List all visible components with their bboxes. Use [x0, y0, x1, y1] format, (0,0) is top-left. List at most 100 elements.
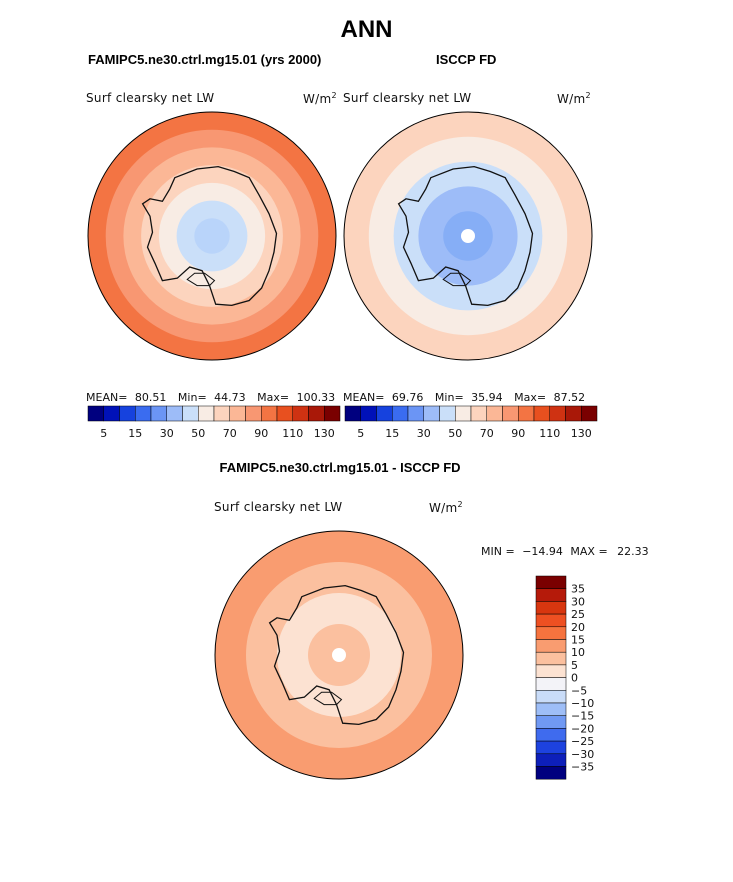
colorbar-swatch — [535, 702, 567, 716]
panel2-max-label: Max= — [514, 391, 547, 404]
panel2-units: W/m2 — [557, 91, 591, 106]
panel3-min-label: MIN = — [481, 545, 515, 558]
colorbar-tick-label: 5 — [357, 427, 364, 440]
panel2-colorbar: 5 15 30 50 70 90 110 130 — [344, 405, 598, 440]
map-boundary — [87, 111, 337, 361]
colorbar-swatch — [535, 740, 567, 755]
colorbar-tick-label: 15 — [385, 427, 399, 440]
colorbar-swatch — [565, 405, 582, 422]
colorbar-swatch — [87, 405, 104, 422]
colorbar-tick-label: 130 — [314, 427, 335, 440]
colorbar-tick-label: 0 — [571, 672, 578, 685]
colorbar-swatch — [535, 715, 567, 729]
colorbar-swatch — [213, 405, 230, 422]
panel1-map — [87, 111, 337, 361]
colorbar-swatch — [245, 405, 262, 422]
panel3-units-exp: 2 — [457, 500, 463, 509]
colorbar-swatch — [518, 405, 535, 422]
colorbar-swatch — [535, 651, 567, 666]
colorbar-tick-label: 35 — [571, 583, 585, 596]
panel2-title: ISCCP FD — [436, 52, 497, 67]
colorbar-tick-label: −10 — [571, 697, 594, 710]
colorbar-swatch — [535, 601, 567, 615]
coastline — [268, 584, 405, 726]
panel2-units-base: W/m — [557, 92, 586, 106]
panel2-field-label: Surf clearsky net LW — [343, 91, 472, 105]
colorbar-swatch — [535, 639, 567, 653]
colorbar-swatch — [533, 405, 550, 422]
colorbar-swatch — [439, 405, 456, 422]
colorbar-tick-label: 70 — [480, 427, 494, 440]
colorbar-swatch — [376, 405, 393, 422]
panel2-units-exp: 2 — [585, 91, 591, 100]
panel2-mean-label: MEAN= — [343, 391, 385, 404]
colorbar-swatch — [308, 405, 325, 422]
colorbar-tick-label: 5 — [100, 427, 107, 440]
panel1-mean-label: MEAN= — [86, 391, 128, 404]
panel1-mean-value: 80.51 — [134, 391, 167, 404]
panel2-mean-value: 69.76 — [391, 391, 424, 404]
colorbar-swatch — [535, 664, 567, 678]
colorbar-tick-label: 110 — [539, 427, 560, 440]
colorbar-swatch — [535, 753, 567, 767]
colorbar-swatch — [535, 575, 567, 589]
panel3-units-base: W/m — [429, 501, 458, 515]
panel3-map — [214, 530, 464, 780]
colorbar-tick-label: −5 — [571, 684, 587, 697]
panel1-min-label: Min= — [177, 391, 207, 404]
colorbar-swatch — [119, 405, 136, 422]
colorbar-swatch — [135, 405, 152, 422]
colorbar-swatch — [486, 405, 503, 422]
ice-shelf-outline — [313, 691, 343, 706]
colorbar-tick-label: 90 — [511, 427, 525, 440]
panel1-title: FAMIPC5.ne30.ctrl.mg15.01 (yrs 2000) — [88, 52, 322, 67]
colorbar-swatch — [535, 588, 567, 602]
colorbar-swatch — [229, 405, 246, 422]
colorbar-swatch — [535, 677, 567, 691]
panel3-stats: MIN = −14.94 MAX = 22.33 — [481, 545, 649, 558]
colorbar-tick-label: −30 — [571, 748, 594, 761]
colorbar-swatch — [182, 405, 199, 422]
colorbar-swatch — [344, 405, 361, 422]
colorbar-tick-label: 30 — [571, 595, 585, 608]
colorbar-swatch — [535, 613, 567, 628]
colorbar-swatch — [455, 405, 472, 422]
panel1-max-value: 100.33 — [296, 391, 336, 404]
panel2-min-value: 35.94 — [471, 391, 503, 404]
colorbar-swatch — [535, 626, 567, 640]
panel2-max-value: 87.52 — [553, 391, 586, 404]
colorbar-swatch — [535, 766, 567, 780]
map-boundary — [214, 530, 464, 780]
colorbar-tick-label: 50 — [448, 427, 462, 440]
colorbar-swatch — [502, 405, 519, 422]
colorbar-swatch — [198, 405, 215, 422]
map-boundary — [343, 111, 593, 361]
colorbar-swatch — [360, 405, 377, 422]
panel1-field-label: Surf clearsky net LW — [86, 91, 215, 105]
coastline — [397, 165, 534, 307]
pole-hole — [332, 648, 346, 662]
panel3-field-label: Surf clearsky net LW — [214, 500, 343, 514]
colorbar-tick-label: 20 — [571, 621, 585, 634]
colorbar-tick-label: −25 — [571, 735, 594, 748]
colorbar-tick-label: 15 — [571, 634, 585, 647]
colorbar-swatch — [292, 405, 309, 422]
panel3-max-value: 22.33 — [617, 545, 649, 558]
panel1-max-label: Max= — [257, 391, 290, 404]
colorbar-tick-label: 10 — [571, 646, 585, 659]
colorbar-swatch — [535, 728, 567, 742]
panel2-min-label: Min= — [434, 391, 464, 404]
colorbar-tick-label: 30 — [160, 427, 174, 440]
colorbar-swatch — [392, 405, 409, 422]
colorbar-tick-label: 50 — [191, 427, 205, 440]
panel2-map — [343, 111, 593, 361]
colorbar-tick-label: 15 — [128, 427, 142, 440]
panel3-title: FAMIPC5.ne30.ctrl.mg15.01 - ISCCP FD — [219, 460, 461, 475]
colorbar-tick-label: 5 — [571, 659, 578, 672]
colorbar-swatch — [470, 405, 487, 422]
coastline — [141, 165, 278, 307]
panel2-stats: MEAN= 69.76 Min= 35.94 Max= 87.52 — [343, 391, 585, 404]
colorbar-tick-label: 130 — [571, 427, 592, 440]
colorbar-swatch — [581, 405, 598, 422]
